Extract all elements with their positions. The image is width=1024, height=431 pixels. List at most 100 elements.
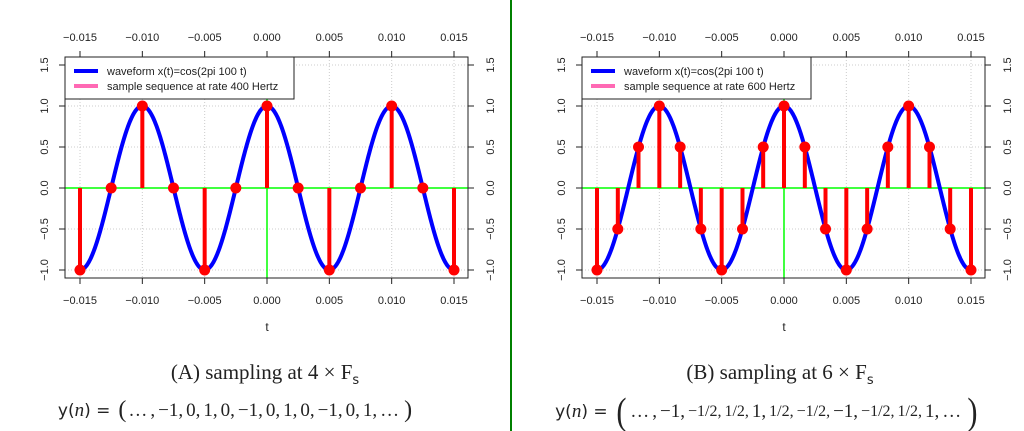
sample-point bbox=[355, 182, 366, 194]
x-tick-label-top: 0.000 bbox=[253, 32, 281, 44]
sequence-term: 1, bbox=[924, 401, 940, 422]
sample-point bbox=[323, 264, 335, 276]
y-tick-label-left: 0.5 bbox=[556, 139, 568, 154]
sample-point bbox=[799, 141, 811, 153]
y-tick-label-left: 1.5 bbox=[39, 57, 51, 72]
sequence-term: 0, bbox=[220, 399, 235, 421]
x-tick-label-bottom: 0.000 bbox=[253, 295, 281, 307]
sequence-term: −1/2, bbox=[687, 403, 722, 420]
x-tick-label-top: 0.010 bbox=[378, 32, 406, 44]
sample-point bbox=[448, 264, 460, 276]
y-tick-label-left: 0.0 bbox=[39, 180, 51, 195]
sample-point bbox=[778, 100, 790, 112]
y-tick-label-right: −0.5 bbox=[485, 218, 497, 240]
sample-point bbox=[612, 223, 624, 235]
y-tick-label-right: 1.0 bbox=[485, 98, 497, 113]
sample-point bbox=[882, 141, 894, 153]
sample-point bbox=[903, 100, 915, 112]
sequence-term: −1, bbox=[317, 399, 343, 421]
open-paren: ( bbox=[616, 391, 627, 431]
sequence-term: −1, bbox=[237, 399, 263, 421]
sequence-term: … bbox=[942, 401, 962, 422]
lhs-var: n bbox=[571, 401, 582, 422]
y-tick-label-left: −1.0 bbox=[556, 259, 568, 281]
sample-point bbox=[105, 182, 117, 194]
sample-point bbox=[923, 141, 935, 153]
sequence-term: 0, bbox=[345, 399, 360, 421]
sequence-term: 1/2, bbox=[724, 403, 749, 420]
sample-point bbox=[674, 141, 686, 153]
sample-point bbox=[695, 223, 707, 235]
equation-a: y(n) = ( …, −1, 0, 1, 0, −1, 0, 1, 0, −1, 0, 1,… ) bbox=[58, 397, 414, 424]
x-tick-label-bottom: 0.000 bbox=[770, 295, 798, 307]
sample-point bbox=[633, 141, 645, 153]
sample-point bbox=[292, 182, 304, 194]
equation-a-sequence: …, −1, 0, 1, 0, −1, 0, 1, 0, −1, 0, 1,… bbox=[128, 400, 402, 422]
sample-point bbox=[74, 264, 86, 276]
close-paren: ) bbox=[404, 397, 413, 423]
y-tick-label-left: 0.0 bbox=[556, 180, 568, 195]
y-tick-label-left: −0.5 bbox=[39, 218, 51, 240]
chart-panel-B: −0.015−0.015−0.010−0.010−0.005−0.0050.00… bbox=[556, 32, 1014, 334]
sequence-term: … bbox=[380, 399, 400, 421]
x-tick-label-bottom: −0.015 bbox=[63, 295, 97, 307]
y-tick-label-right: 1.5 bbox=[485, 57, 497, 72]
sequence-term: 0, bbox=[265, 399, 281, 421]
lhs-var: n bbox=[74, 399, 85, 421]
sequence-term: 1, bbox=[283, 399, 298, 421]
sequence-term: , bbox=[652, 401, 658, 422]
caption-b-sub: s bbox=[866, 373, 874, 388]
equation-a-lhs: y(n) = bbox=[58, 400, 110, 422]
sample-point bbox=[199, 264, 211, 276]
x-tick-label-top: −0.010 bbox=[125, 32, 159, 44]
lhs-func: y( bbox=[555, 402, 572, 422]
x-tick-label-bottom: 0.015 bbox=[440, 295, 468, 307]
equation-b: y(n) = ( …, −1, −1/2, 1/2, 1, 1/2, −1/2, −1, −1/… bbox=[555, 390, 981, 431]
legend-box bbox=[64, 56, 295, 100]
lhs-end: ) = bbox=[84, 400, 111, 421]
sample-point bbox=[386, 100, 398, 112]
open-paren: ( bbox=[118, 397, 127, 423]
x-tick-label-top: 0.000 bbox=[770, 32, 798, 44]
legend: waveform x(t)=cos(2pi 100 t) sample seque… bbox=[581, 56, 812, 100]
legend: waveform x(t)=cos(2pi 100 t) sample seque… bbox=[64, 56, 295, 100]
y-tick-label-right: −1.0 bbox=[1002, 259, 1014, 281]
x-tick-label-bottom: −0.005 bbox=[705, 295, 739, 307]
sequence-term: −1/2, bbox=[861, 403, 895, 420]
sequence-term: −1, bbox=[158, 399, 184, 421]
y-tick-label-left: 1.0 bbox=[556, 98, 568, 113]
x-axis-label: t bbox=[782, 320, 786, 334]
sample-point bbox=[757, 141, 769, 153]
sequence-term: 1, bbox=[362, 399, 378, 421]
y-tick-label-right: 0.0 bbox=[1002, 180, 1014, 195]
caption-b: (B) sampling at 6 × Fs bbox=[686, 360, 873, 388]
sequence-term: −1, bbox=[660, 401, 685, 422]
x-tick-label-bottom: 0.015 bbox=[957, 295, 985, 307]
y-tick-label-right: 0.0 bbox=[485, 180, 497, 195]
sample-point bbox=[716, 264, 728, 276]
legend-label-samples: sample sequence at rate 600 Hertz bbox=[624, 81, 795, 93]
x-tick-label-top: −0.010 bbox=[642, 32, 676, 44]
caption-a: (A) sampling at 4 × Fs bbox=[171, 360, 359, 388]
panel-divider bbox=[510, 0, 512, 431]
x-tick-label-bottom: 0.005 bbox=[316, 295, 344, 307]
sequence-term: 1, bbox=[751, 401, 767, 422]
x-axis-label: t bbox=[265, 320, 269, 334]
y-tick-label-right: 1.0 bbox=[1002, 98, 1014, 113]
y-tick-label-left: −1.0 bbox=[39, 259, 51, 281]
sample-point bbox=[591, 264, 603, 276]
lhs-end: ) = bbox=[581, 402, 608, 422]
x-tick-label-bottom: 0.005 bbox=[833, 295, 861, 307]
sample-point bbox=[820, 223, 832, 235]
sequence-term: 0, bbox=[300, 399, 315, 421]
legend-box bbox=[581, 56, 812, 100]
x-tick-label-top: 0.010 bbox=[895, 32, 923, 44]
x-tick-label-bottom: −0.015 bbox=[580, 295, 614, 307]
sequence-term: … bbox=[128, 399, 148, 421]
y-tick-label-right: 0.5 bbox=[1002, 139, 1014, 154]
sample-point bbox=[417, 182, 429, 194]
sample-point bbox=[136, 100, 148, 112]
sequence-term: , bbox=[150, 399, 156, 421]
legend-label-samples: sample sequence at rate 400 Hertz bbox=[107, 81, 278, 93]
x-tick-label-bottom: −0.005 bbox=[188, 295, 222, 307]
